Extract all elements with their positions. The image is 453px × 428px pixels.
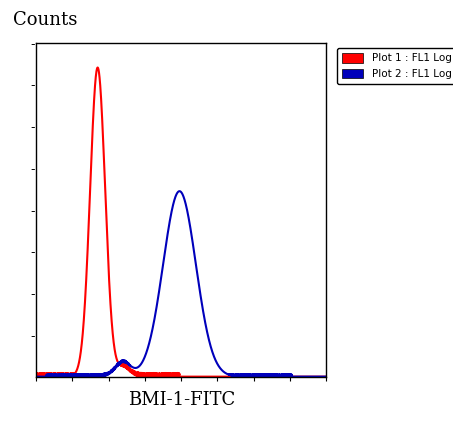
Legend: Plot 1 : FL1 Log, Plot 2 : FL1 Log: Plot 1 : FL1 Log, Plot 2 : FL1 Log [337,48,453,84]
Text: Counts: Counts [13,12,77,30]
X-axis label: BMI-1-FITC: BMI-1-FITC [128,391,235,409]
